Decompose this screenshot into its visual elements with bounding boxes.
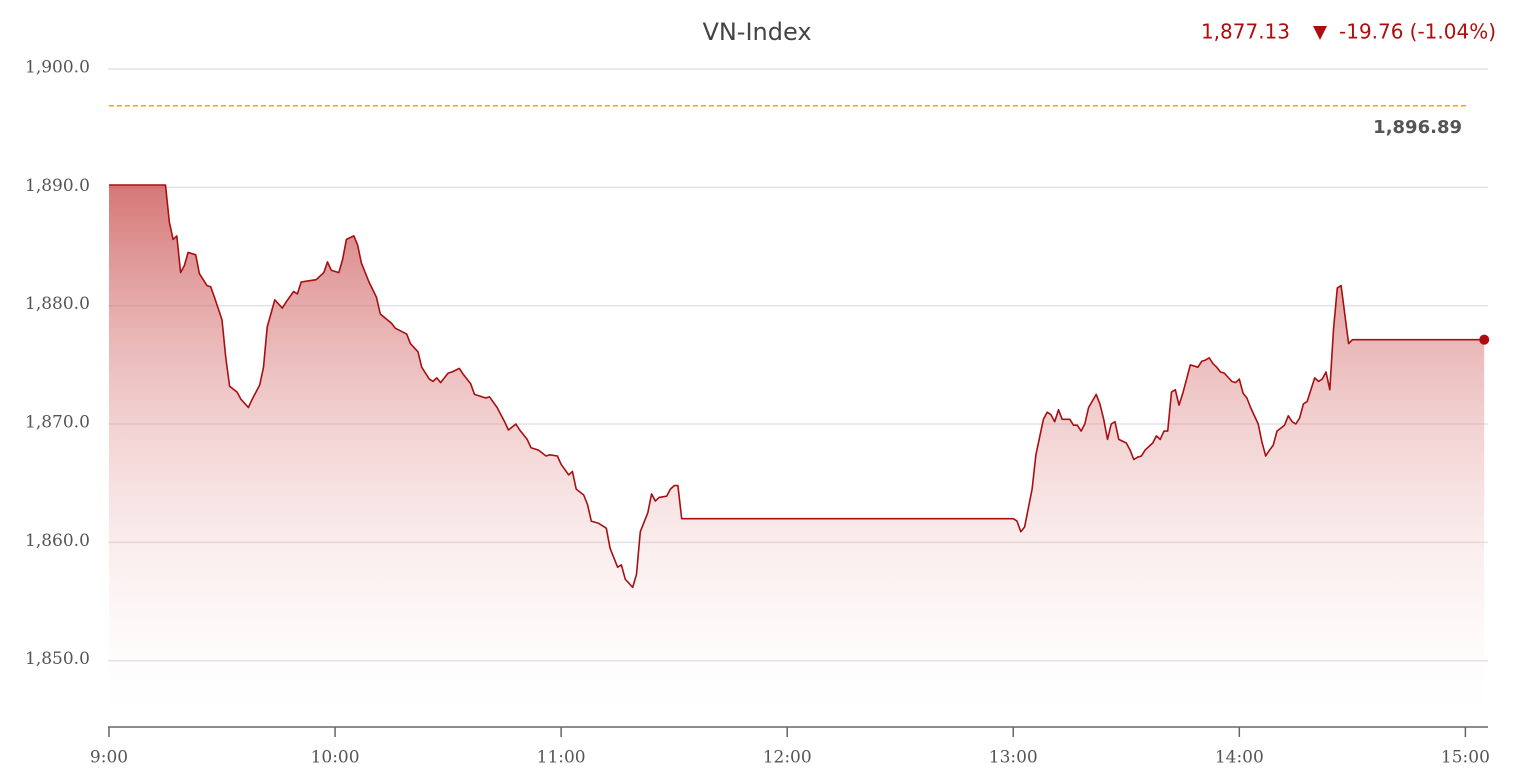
x-tick-label: 10:00 <box>311 748 360 768</box>
chart-title: VN-Index <box>702 18 811 46</box>
x-tick-label: 11:00 <box>537 748 586 768</box>
y-tick-label: 1,890.0 <box>25 176 90 196</box>
y-tick-label: 1,880.0 <box>25 294 90 314</box>
change-percent: (-1.04%) <box>1410 20 1496 44</box>
price-line <box>109 184 1485 589</box>
y-tick-label: 1,900.0 <box>25 58 90 78</box>
y-tick-label: 1,850.0 <box>25 649 90 669</box>
last-point <box>1479 334 1490 345</box>
x-tick-label: 14:00 <box>1215 748 1264 768</box>
y-tick-label: 1,870.0 <box>25 413 90 433</box>
last-value: 1,877.13 <box>1201 20 1290 44</box>
x-tick-label: 15:00 <box>1441 748 1490 768</box>
y-tick-label: 1,860.0 <box>25 531 90 551</box>
area-fill <box>109 185 1485 727</box>
x-tick-label: 9:00 <box>90 748 128 768</box>
x-tick-label: 12:00 <box>763 748 812 768</box>
down-arrow <box>1313 26 1327 40</box>
x-tick-label: 13:00 <box>989 748 1038 768</box>
change: -19.76 <box>1339 20 1403 44</box>
reference-label: 1,896.89 <box>1373 117 1462 138</box>
